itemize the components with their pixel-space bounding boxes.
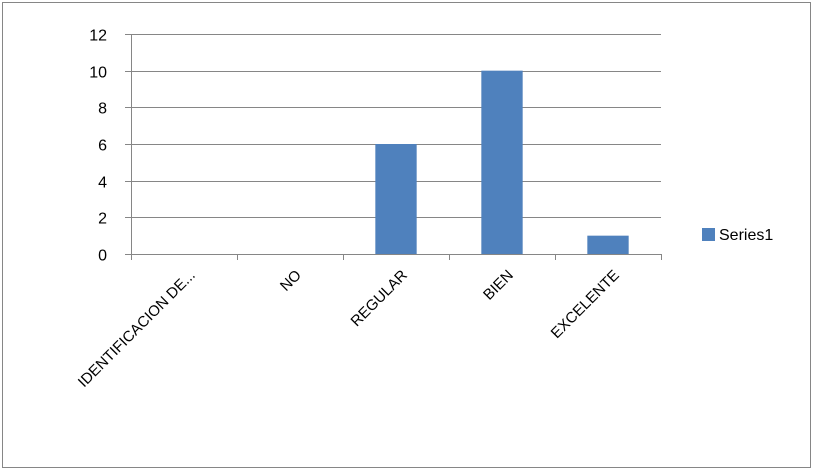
legend-swatch [702,228,715,241]
x-tick-label: IDENTIFICACION DE... [75,267,199,391]
y-tick-label: 2 [98,211,107,228]
bar [587,235,629,254]
x-tick-label: EXCELENTE [548,267,623,342]
y-tick-label: 10 [89,65,107,82]
legend: Series1 [702,227,773,244]
bars [375,70,629,255]
x-tick-labels: IDENTIFICACION DE... NO REGULAR BIEN EXCELEN… [75,254,662,391]
x-tick-label: NO [277,267,305,295]
legend-label: Series1 [719,227,773,244]
axes [131,34,661,255]
chart-area: 0 2 4 6 8 10 12 IDENTIFICACION DE... NO REGULAR B… [2,2,811,468]
bar [375,144,417,254]
y-tick-label: 12 [89,28,107,45]
y-tick-label: 8 [98,101,107,118]
bar-chart: 0 2 4 6 8 10 12 IDENTIFICACION DE... NO REGULAR B… [75,28,774,391]
bar [481,70,523,255]
y-tick-label: 6 [98,138,107,155]
y-tick-label: 0 [98,248,107,265]
x-tick-label: REGULAR [348,267,411,330]
y-tick-label: 4 [98,175,107,192]
x-tick-label: BIEN [480,267,517,304]
y-tick-labels: 0 2 4 6 8 10 12 [89,28,131,265]
